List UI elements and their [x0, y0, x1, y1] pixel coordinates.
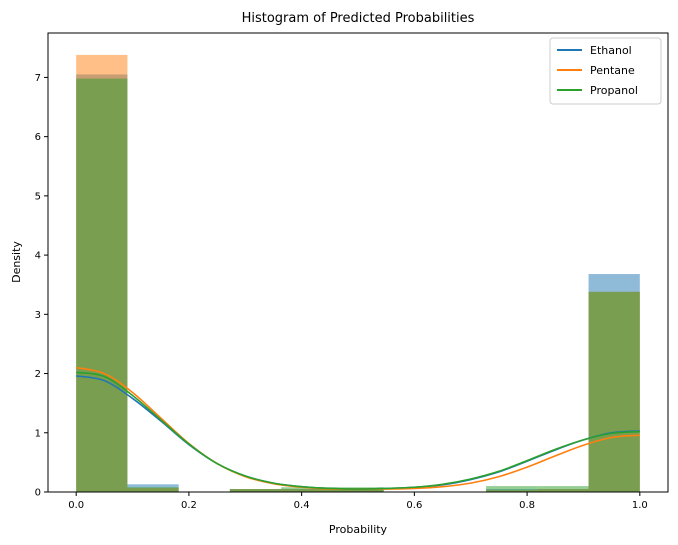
legend-label-propanol: Propanol — [590, 84, 638, 97]
bar-propanol-3 — [229, 489, 282, 492]
x-tick-label: 1.0 — [632, 500, 648, 511]
bar-propanol-1 — [127, 487, 179, 492]
x-axis: 0.0 0.2 0.4 0.6 0.8 1.0 — [68, 492, 648, 511]
series-propanol-bars — [76, 78, 640, 492]
x-tick-label: 0.2 — [181, 500, 197, 511]
chart-title: Histogram of Predicted Probabilities — [242, 11, 475, 26]
y-tick-label: 6 — [35, 132, 41, 143]
bar-propanol-4 — [281, 487, 333, 492]
y-tick-label: 5 — [35, 191, 41, 202]
y-axis-label: Density — [10, 241, 23, 283]
kde-line-propanol — [76, 371, 640, 490]
x-tick-label: 0.8 — [519, 500, 535, 511]
y-axis: 0 1 2 3 4 5 6 7 — [35, 73, 48, 499]
kde-line-ethanol — [76, 375, 640, 490]
bar-propanol-9 — [537, 486, 589, 492]
kde-line-pentane — [76, 366, 640, 490]
y-tick-label: 3 — [35, 310, 41, 321]
series-pentane-bars — [76, 54, 640, 493]
x-tick-label: 0.0 — [68, 500, 84, 511]
axes-frame — [47, 32, 669, 493]
y-tick-label: 4 — [35, 251, 41, 262]
series-ethanol-bars — [76, 74, 640, 492]
x-axis-label: Probability — [329, 523, 388, 536]
legend-label-ethanol: Ethanol — [590, 44, 632, 57]
legend-box — [549, 37, 662, 105]
legend: Ethanol Pentane Propanol — [549, 37, 662, 105]
bar-propanol-8 — [486, 486, 538, 492]
y-tick-label: 1 — [35, 428, 41, 439]
x-tick-label: 0.6 — [406, 500, 422, 511]
y-tick-label: 0 — [35, 488, 41, 499]
legend-label-pentane: Pentane — [590, 64, 635, 77]
bar-propanol-10 — [588, 291, 640, 492]
y-tick-label: 2 — [35, 369, 41, 380]
bar-propanol-0 — [76, 78, 128, 492]
y-tick-label: 7 — [35, 73, 41, 84]
x-tick-label: 0.4 — [294, 500, 310, 511]
plot-area — [76, 54, 640, 493]
